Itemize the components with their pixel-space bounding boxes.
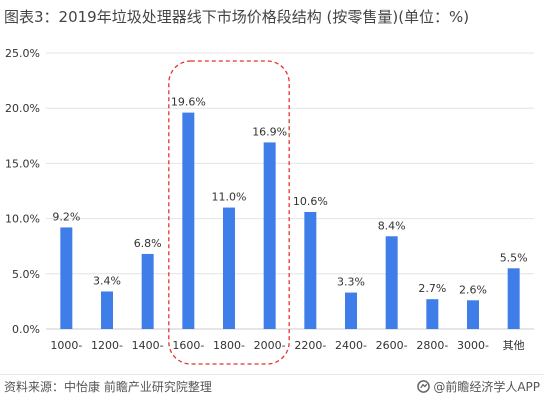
x-tick-label: 1400- [132,339,164,352]
y-tick-label: 15.0% [5,157,40,170]
bar [426,299,439,329]
bar [141,253,154,329]
bar-value-label: 8.4% [378,219,406,232]
bar [507,268,520,329]
x-tick-label: 2200- [294,339,326,352]
x-tick-label: 2000- [254,339,286,352]
bar [385,236,398,329]
bar [182,112,195,329]
bar-value-label: 10.6% [293,195,328,208]
highlight-box [168,60,290,365]
bar [60,227,73,329]
x-tick-label: 1000- [50,339,82,352]
y-tick-label: 25.0% [5,47,40,60]
x-tick-label: 2400- [335,339,367,352]
y-tick-label: 20.0% [5,102,40,115]
x-tick-label: 其他 [503,339,525,352]
bar [101,291,113,329]
bar-value-labels: 9.2% 3.4% 6.8% 19.6% 11.0% 16.9% 10.6% 3.3% 8.4%… [52,96,527,297]
highlight-group [168,60,290,365]
x-tick-label: 1600- [172,339,204,352]
x-tick-label: 2600- [376,339,408,352]
bar [345,292,357,329]
y-axis-tick-labels: 0.0% 5.0% 10.0% 15.0% 20.0% 25.0% [5,47,40,336]
bar [304,211,317,329]
bar-value-label: 5.5% [500,251,528,264]
bar-value-label: 2.6% [459,283,487,296]
footer-divider [0,374,544,375]
brand-credit: @前瞻经济学人APP [417,378,540,395]
x-axis-tick-labels: 1000- 1200- 1400- 1600- 1800- 2000- 2200- 2400-… [50,339,524,352]
bar-value-label: 3.3% [337,276,365,289]
brand-text: @前瞻经济学人APP [433,380,540,394]
bar [263,142,276,329]
bar-value-label: 3.4% [93,274,121,287]
grid-lines [46,52,534,330]
bar [467,300,479,329]
x-tick-label: 1800- [213,339,245,352]
bar-value-label: 2.7% [418,282,446,295]
bar-value-label: 16.9% [252,125,287,138]
bar-value-label: 19.6% [171,96,206,109]
bar-chart: 0.0% 5.0% 10.0% 15.0% 20.0% 25.0% 9.2% 3.4% 6.8… [5,47,534,365]
y-tick-label: 0.0% [12,323,40,336]
brand-logo-icon [417,380,431,393]
bar-value-label: 6.8% [134,237,162,250]
bar-value-label: 9.2% [52,210,80,223]
y-tick-label: 10.0% [5,213,40,226]
chart-title: 图表3：2019年垃圾处理器线下市场价格段结构 (按零售量)(单位：%) [4,8,470,26]
bar-value-label: 11.0% [212,191,247,204]
bar [223,207,235,329]
bars [60,112,520,329]
x-tick-label: 3000- [457,339,489,352]
y-tick-label: 5.0% [12,268,40,281]
x-tick-label: 2800- [416,339,448,352]
x-tick-label: 1200- [91,339,123,352]
source-note: 资料来源：中怡康 前瞻产业研究院整理 [4,380,212,394]
